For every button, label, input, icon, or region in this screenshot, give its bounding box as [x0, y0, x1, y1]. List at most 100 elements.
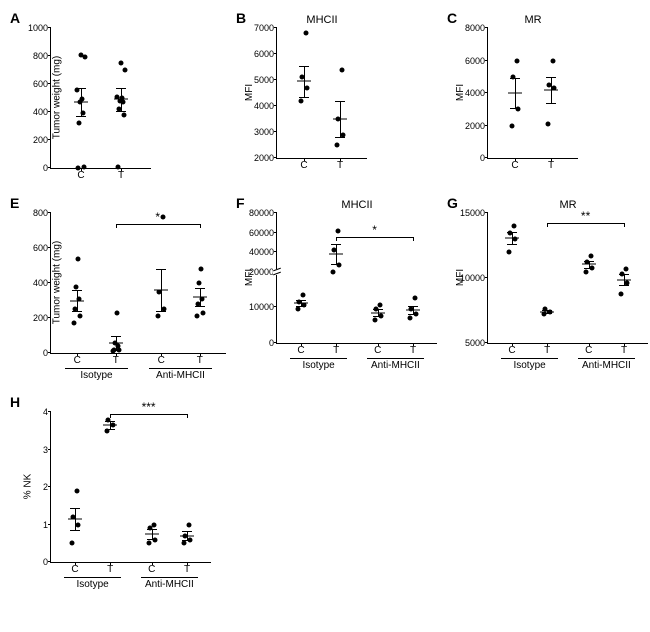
xgroup-bracket — [367, 358, 425, 359]
xtick-label: T — [118, 168, 124, 181]
xtick-label: C — [374, 343, 381, 356]
ytick-label: 80000 — [249, 208, 277, 218]
error-cap — [76, 88, 86, 89]
data-point — [194, 314, 199, 319]
xtick-label: T — [107, 562, 113, 575]
error-bar — [551, 77, 552, 103]
ytick-label: 800 — [33, 208, 51, 218]
data-point — [619, 291, 624, 296]
error-bar — [340, 101, 341, 137]
xgroup-bracket — [578, 358, 636, 359]
xgroup-bracket — [149, 368, 212, 369]
data-point — [588, 253, 593, 258]
panel-label: E — [10, 195, 19, 211]
data-point — [122, 112, 127, 117]
ytick-label: 0 — [43, 348, 51, 358]
error-bar — [116, 336, 117, 350]
plot-title: MR — [488, 14, 578, 26]
xgroup-label: Anti-MHCII — [582, 360, 631, 371]
xtick-label: C — [148, 562, 155, 575]
error-cap — [116, 111, 126, 112]
error-cap — [111, 336, 121, 337]
error-cap — [546, 103, 556, 104]
error-bar — [81, 88, 82, 116]
panel-H: H% NK01234CTCTIsotypeAnti-MHCII*** — [10, 394, 226, 595]
data-point — [305, 85, 310, 90]
significance-stars: * — [372, 223, 377, 237]
error-cap — [299, 97, 309, 98]
panel-A: ATumor weight (mg)02004006008001000CT — [10, 10, 226, 187]
error-cap — [72, 311, 82, 312]
data-point — [299, 98, 304, 103]
ytick-label: 10000 — [249, 302, 277, 312]
data-point — [512, 224, 517, 229]
y-axis-label: MFI — [244, 84, 255, 101]
error-cap — [105, 429, 115, 430]
data-point — [116, 164, 121, 169]
data-point — [624, 266, 629, 271]
ytick-label: 10000 — [460, 273, 488, 283]
error-cap — [584, 261, 594, 262]
error-cap — [619, 285, 629, 286]
data-point — [510, 123, 515, 128]
panel-label: G — [447, 195, 458, 211]
error-cap — [373, 309, 383, 310]
error-bar — [624, 274, 625, 285]
error-bar — [304, 66, 305, 97]
data-point — [146, 541, 151, 546]
error-cap — [105, 421, 115, 422]
data-point — [372, 317, 377, 322]
panel-label: F — [236, 195, 245, 211]
significance-bracket — [116, 224, 200, 225]
ytick-label: 4000 — [465, 88, 488, 98]
error-cap — [70, 508, 80, 509]
data-point — [340, 67, 345, 72]
axis-break — [273, 269, 281, 275]
error-cap — [147, 529, 157, 530]
xtick-label: C — [71, 562, 78, 575]
plot-area: MHCIIMFI01000020000400006000080000CTCTIs… — [276, 213, 437, 344]
error-cap — [542, 313, 552, 314]
data-point — [377, 303, 382, 308]
error-cap — [299, 66, 309, 67]
ytick-label: 2000 — [465, 121, 488, 131]
error-bar — [110, 421, 111, 429]
xgroup-label: Isotype — [80, 370, 112, 381]
error-bar — [413, 306, 414, 315]
xtick-label: T — [113, 353, 119, 366]
data-point — [335, 143, 340, 148]
significance-drop — [200, 224, 201, 228]
error-bar — [75, 508, 76, 531]
significance-bracket — [547, 223, 624, 224]
empty-cell — [236, 394, 437, 595]
panel-E: ETumor weight (mg)0200400600800CTCTIsoty… — [10, 195, 226, 386]
xtick-label: T — [333, 343, 339, 356]
data-point — [551, 58, 556, 63]
xgroup-bracket — [65, 368, 128, 369]
xgroup-label: Anti-MHCII — [371, 360, 420, 371]
data-point — [123, 68, 128, 73]
plot-area: MRMFI02000400060008000CT — [487, 28, 578, 159]
data-point — [196, 281, 201, 286]
error-cap — [111, 350, 121, 351]
plot-title: MHCII — [277, 14, 367, 26]
ytick-label: 5000 — [465, 338, 488, 348]
panel-label: C — [447, 10, 457, 26]
ytick-label: 4000 — [254, 101, 277, 111]
data-point — [75, 488, 80, 493]
significance-bracket — [110, 414, 187, 415]
data-point — [413, 296, 418, 301]
xgroup-bracket — [64, 577, 122, 578]
error-cap — [510, 78, 520, 79]
error-cap — [72, 290, 82, 291]
plot-title: MR — [488, 199, 648, 211]
error-cap — [584, 268, 594, 269]
significance-drop — [110, 414, 111, 418]
data-point — [119, 61, 124, 66]
y-axis-label: % NK — [22, 474, 33, 500]
panel-B: BMHCIIMFI200030004000500060007000CT — [236, 10, 437, 187]
xgroup-label: Isotype — [302, 360, 334, 371]
data-point — [82, 164, 87, 169]
error-bar — [152, 529, 153, 539]
data-point — [79, 52, 84, 57]
